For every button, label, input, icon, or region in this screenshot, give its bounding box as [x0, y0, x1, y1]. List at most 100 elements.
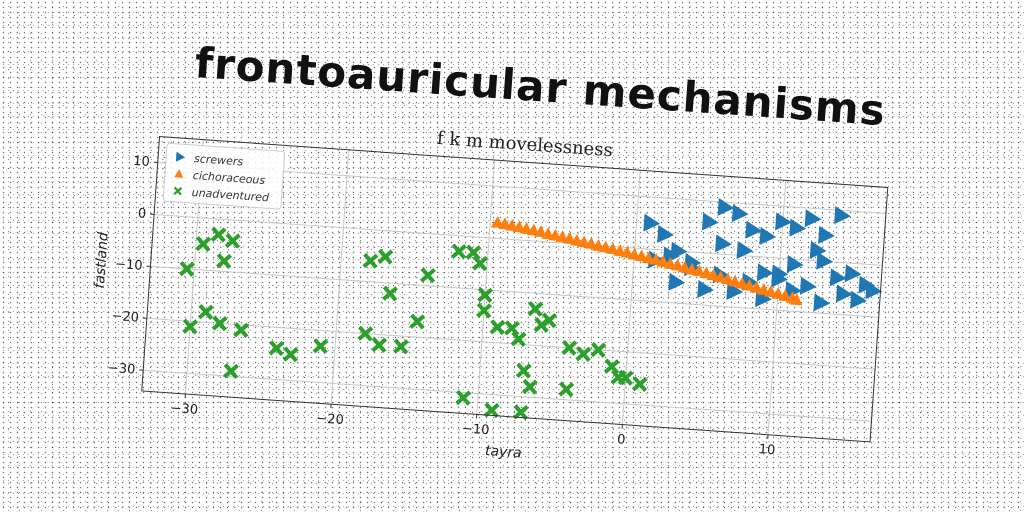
screwers-point — [756, 263, 774, 282]
cichoraceous-point — [692, 264, 705, 277]
screwers-point — [834, 206, 851, 225]
unadventured-point — [472, 255, 488, 272]
cichoraceous-point — [498, 217, 511, 230]
screwers-point — [668, 272, 686, 291]
screwers-point — [799, 276, 817, 295]
x-tick-label: −30 — [170, 401, 198, 418]
cichoraceous-point — [613, 244, 626, 257]
screwers-point — [684, 253, 702, 271]
cichoraceous-point — [749, 280, 763, 294]
cichoraceous-point — [764, 285, 777, 298]
screwers-point — [829, 268, 847, 287]
cichoraceous-point — [756, 282, 770, 296]
cichoraceous-point — [562, 231, 576, 245]
cichoraceous-point — [677, 260, 691, 274]
cichoraceous-point — [728, 274, 741, 287]
unadventured-point — [541, 312, 558, 329]
screwers-point — [804, 209, 822, 228]
unadventured-point — [575, 346, 592, 362]
cichoraceous-point — [670, 258, 684, 271]
x-axis-label: tayra — [484, 443, 522, 462]
unadventured-point — [483, 402, 500, 419]
unadventured-point — [178, 260, 195, 277]
unadventured-point — [393, 338, 409, 355]
cichoraceous-point — [699, 266, 713, 279]
unadventured-point — [197, 304, 214, 320]
unadventured-point — [590, 341, 607, 358]
data-points — [178, 197, 883, 421]
screwers-point — [818, 225, 835, 244]
screwers-point — [717, 197, 735, 216]
y-tick-label: −20 — [111, 309, 139, 326]
y-gridline — [150, 265, 879, 318]
x-tick-label: 0 — [617, 432, 626, 448]
unadventured-point — [512, 404, 529, 421]
cichoraceous-point — [735, 276, 748, 290]
chart-figure: f k m movelessness −30 −20 −10 0 10 10 0 −10 −20… — [68, 77, 911, 493]
cichoraceous-point — [584, 236, 598, 250]
cichoraceous-point — [620, 245, 634, 259]
unadventured-point — [476, 302, 492, 319]
unadventured-point — [465, 244, 482, 261]
legend-marker-screwers — [175, 151, 186, 162]
unadventured-point — [282, 346, 299, 363]
unadventured-point — [515, 362, 532, 379]
unadventured-point — [268, 340, 285, 357]
legend-label-screwers: screwers — [194, 152, 244, 168]
cichoraceous-point — [591, 239, 605, 252]
legend-marker-cichoraceous — [174, 169, 184, 178]
screwers-point — [701, 212, 719, 231]
unadventured-point — [617, 369, 634, 386]
cichoraceous-point — [606, 242, 619, 255]
y-gridline — [146, 317, 876, 370]
screwers-point — [726, 282, 744, 301]
unadventured-point — [362, 252, 379, 269]
unadventured-point — [419, 267, 436, 284]
screwers-point — [662, 246, 680, 265]
unadventured-point — [521, 378, 538, 395]
unadventured-point — [377, 248, 394, 265]
unadventured-point — [357, 325, 374, 342]
y-tick-label: 0 — [137, 206, 146, 222]
y-gridline — [143, 369, 872, 422]
unadventured-point — [455, 389, 472, 406]
unadventured-point — [224, 232, 241, 249]
screwers-point — [809, 240, 827, 259]
unadventured-point — [371, 337, 388, 353]
screwers-point — [850, 290, 867, 309]
screwers-point — [745, 220, 763, 239]
screwers-point — [731, 204, 749, 223]
cichoraceous-point — [490, 215, 504, 229]
unadventured-point — [561, 339, 578, 356]
unadventured-point — [216, 253, 232, 270]
cichoraceous-point — [663, 257, 677, 270]
cichoraceous-point — [505, 218, 518, 232]
x-gridline — [476, 159, 496, 415]
screwers-point — [643, 213, 661, 232]
unadventured-point — [210, 226, 227, 243]
screwers-point — [736, 241, 754, 259]
unadventured-point — [182, 318, 199, 335]
cichoraceous-point — [713, 270, 727, 283]
unadventured-point — [312, 338, 329, 355]
cichoraceous-point — [742, 278, 756, 292]
cichoraceous-point — [634, 249, 648, 262]
cichoraceous-point — [642, 251, 655, 264]
unadventured-point — [558, 381, 575, 398]
x-tick-label: 10 — [758, 442, 776, 458]
unadventured-point — [504, 320, 521, 337]
unadventured-point — [489, 319, 506, 336]
unadventured-point — [409, 313, 426, 330]
screwers-point — [657, 225, 674, 244]
x-gridline — [621, 170, 641, 425]
unadventured-point — [631, 376, 648, 393]
unadventured-point — [527, 300, 544, 317]
cichoraceous-point — [519, 222, 533, 235]
cichoraceous-point — [534, 225, 547, 238]
scatter-chart: f k m movelessness −30 −20 −10 0 10 10 0 −10 −20… — [92, 128, 889, 462]
unadventured-point — [195, 236, 212, 252]
series-cichoraceous — [490, 215, 803, 306]
cichoraceous-point — [771, 287, 784, 300]
screwers-point — [865, 281, 883, 300]
